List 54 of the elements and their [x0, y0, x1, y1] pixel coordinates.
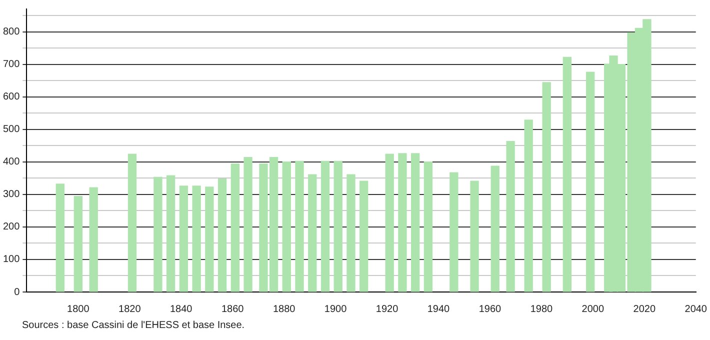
- bar: [385, 154, 394, 292]
- bar: [586, 72, 595, 292]
- bar: [490, 166, 500, 292]
- bar: [179, 186, 188, 292]
- x-tick-label: 1980: [530, 304, 554, 315]
- bar: [218, 178, 227, 292]
- bar: [542, 82, 551, 292]
- y-tick-label: 700: [2, 59, 20, 70]
- bar: [230, 164, 240, 292]
- bar: [411, 153, 420, 292]
- x-tick-label: 2040: [684, 304, 708, 315]
- source-note: Sources : base Cassini de l'EHESS et base Insee.: [22, 320, 245, 331]
- y-tick-label: 400: [2, 156, 20, 168]
- bar: [506, 141, 515, 292]
- y-tick-label: 300: [2, 189, 20, 200]
- bar: [192, 186, 201, 292]
- bar: [334, 160, 342, 292]
- x-tick-label: 1880: [272, 304, 296, 315]
- bar: [308, 174, 317, 292]
- bar: [154, 176, 162, 292]
- x-tick-label: 1820: [118, 304, 142, 315]
- y-tick-label: 100: [2, 254, 20, 266]
- bar: [470, 180, 479, 292]
- bar: [360, 180, 368, 292]
- bar: [346, 174, 356, 292]
- x-tick-label: 2000: [582, 304, 604, 315]
- x-tick-label: 1800: [67, 304, 90, 315]
- y-tick-label: 800: [2, 26, 20, 38]
- bar: [450, 172, 458, 292]
- bar: [74, 196, 82, 292]
- x-tick-label: 1860: [221, 304, 244, 315]
- x-tick-label: 1840: [170, 304, 193, 315]
- bar: [295, 160, 304, 292]
- bar: [89, 187, 98, 292]
- bar: [524, 120, 533, 292]
- bar: [128, 154, 137, 292]
- y-tick-label: 600: [2, 92, 20, 103]
- bar: [56, 184, 64, 292]
- x-tick-label: 1920: [376, 304, 399, 315]
- x-tick-label: 1940: [427, 304, 450, 315]
- x-tick-label: 2020: [633, 304, 656, 315]
- y-tick-label: 200: [2, 222, 20, 233]
- x-tick-label: 1960: [478, 304, 502, 315]
- bar: [562, 56, 572, 292]
- bar: [424, 162, 433, 292]
- y-tick-label: 500: [2, 124, 20, 136]
- y-tick-label: 0: [14, 286, 20, 298]
- bar: [398, 153, 407, 292]
- bar: [244, 157, 252, 292]
- x-tick-label: 1900: [324, 304, 348, 315]
- bar: [166, 175, 176, 292]
- bar: [282, 162, 291, 292]
- bar: [205, 186, 214, 292]
- bar: [320, 160, 330, 292]
